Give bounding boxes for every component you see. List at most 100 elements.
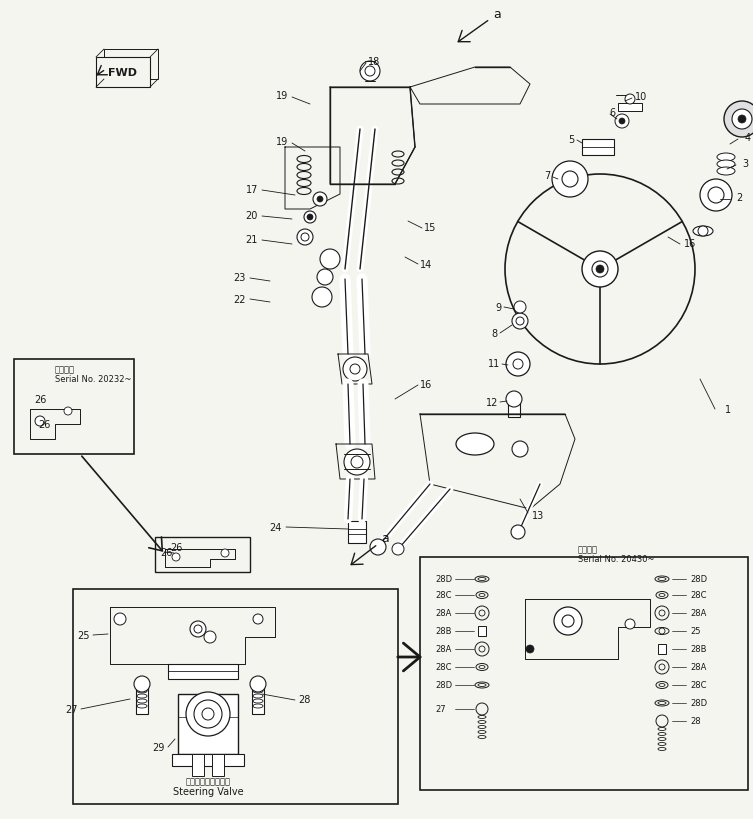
Text: 4: 4	[745, 133, 751, 143]
Circle shape	[392, 543, 404, 555]
Bar	[168, 664, 238, 679]
Circle shape	[317, 269, 333, 286]
Text: 28D: 28D	[690, 575, 707, 584]
Bar	[155, 537, 250, 572]
Ellipse shape	[693, 227, 713, 237]
Bar	[348, 522, 366, 543]
Text: 27: 27	[66, 704, 78, 714]
Text: 7: 7	[544, 171, 550, 181]
Circle shape	[343, 358, 367, 382]
Circle shape	[172, 554, 180, 561]
Text: 28A: 28A	[690, 609, 706, 618]
Text: 28A: 28A	[690, 663, 706, 672]
Circle shape	[738, 115, 746, 124]
Circle shape	[708, 188, 724, 204]
Text: 適用号機: 適用号機	[578, 545, 598, 554]
Ellipse shape	[717, 168, 735, 176]
Text: FWD: FWD	[108, 68, 138, 78]
Text: 25: 25	[690, 627, 700, 636]
Text: 11: 11	[488, 359, 500, 369]
Circle shape	[506, 352, 530, 377]
Text: 10: 10	[635, 92, 648, 102]
Text: 1: 1	[725, 405, 731, 414]
Circle shape	[35, 417, 45, 427]
Circle shape	[526, 645, 534, 654]
Circle shape	[511, 525, 525, 540]
Text: Serial No. 20430~: Serial No. 20430~	[578, 554, 654, 563]
Circle shape	[562, 172, 578, 188]
Circle shape	[313, 192, 327, 206]
Bar	[104, 50, 158, 80]
Bar	[618, 104, 642, 112]
Text: 21: 21	[245, 235, 258, 245]
Circle shape	[360, 62, 380, 82]
Circle shape	[221, 550, 229, 557]
Bar	[420, 557, 748, 790]
Ellipse shape	[717, 154, 735, 162]
Text: 26: 26	[34, 395, 46, 405]
Circle shape	[562, 615, 574, 627]
Bar	[192, 754, 204, 776]
Text: 28A: 28A	[435, 645, 451, 654]
Circle shape	[350, 364, 360, 374]
Circle shape	[64, 408, 72, 415]
Text: 28B: 28B	[690, 645, 706, 654]
Circle shape	[506, 391, 522, 408]
Circle shape	[114, 613, 126, 625]
Bar	[508, 400, 520, 418]
Bar	[658, 645, 666, 654]
Ellipse shape	[717, 161, 735, 169]
Bar	[582, 140, 614, 156]
Circle shape	[512, 314, 528, 329]
Bar	[73, 590, 398, 804]
Text: 15: 15	[424, 223, 437, 233]
Circle shape	[304, 212, 316, 224]
Text: 14: 14	[420, 260, 432, 269]
Text: 8: 8	[492, 328, 498, 338]
Text: a: a	[493, 7, 501, 20]
Text: 26: 26	[38, 419, 50, 429]
Bar	[96, 58, 150, 88]
Circle shape	[514, 301, 526, 314]
Bar	[178, 695, 238, 754]
Bar	[14, 360, 134, 455]
Bar	[478, 627, 486, 636]
Circle shape	[700, 180, 732, 212]
Circle shape	[625, 95, 635, 105]
Text: 13: 13	[532, 510, 544, 520]
Text: 6: 6	[609, 108, 615, 118]
Text: 16: 16	[420, 379, 432, 390]
Text: a: a	[381, 531, 389, 544]
Circle shape	[596, 265, 604, 274]
Circle shape	[582, 251, 618, 287]
Text: 19: 19	[276, 137, 288, 147]
Text: 27: 27	[435, 704, 446, 713]
Text: 17: 17	[245, 185, 258, 195]
Text: 3: 3	[742, 159, 748, 169]
Circle shape	[317, 197, 323, 203]
Bar	[252, 684, 264, 714]
Text: 28: 28	[690, 717, 700, 726]
Circle shape	[625, 619, 635, 629]
Circle shape	[307, 215, 313, 221]
Text: 29: 29	[153, 742, 165, 752]
Text: 26: 26	[170, 542, 182, 552]
Text: 16: 16	[684, 238, 697, 249]
Circle shape	[134, 676, 150, 692]
Text: 20: 20	[245, 210, 258, 221]
Text: 28C: 28C	[690, 681, 706, 690]
Circle shape	[312, 287, 332, 308]
Ellipse shape	[456, 433, 494, 455]
Circle shape	[370, 540, 386, 555]
Text: 28B: 28B	[435, 627, 452, 636]
Circle shape	[592, 262, 608, 278]
Circle shape	[724, 102, 753, 138]
Text: 28: 28	[298, 695, 310, 704]
Text: 19: 19	[276, 91, 288, 101]
Circle shape	[554, 607, 582, 636]
Circle shape	[204, 631, 216, 643]
Circle shape	[552, 162, 588, 197]
Text: 18: 18	[368, 57, 380, 67]
Circle shape	[253, 614, 263, 624]
Text: 28D: 28D	[690, 699, 707, 708]
